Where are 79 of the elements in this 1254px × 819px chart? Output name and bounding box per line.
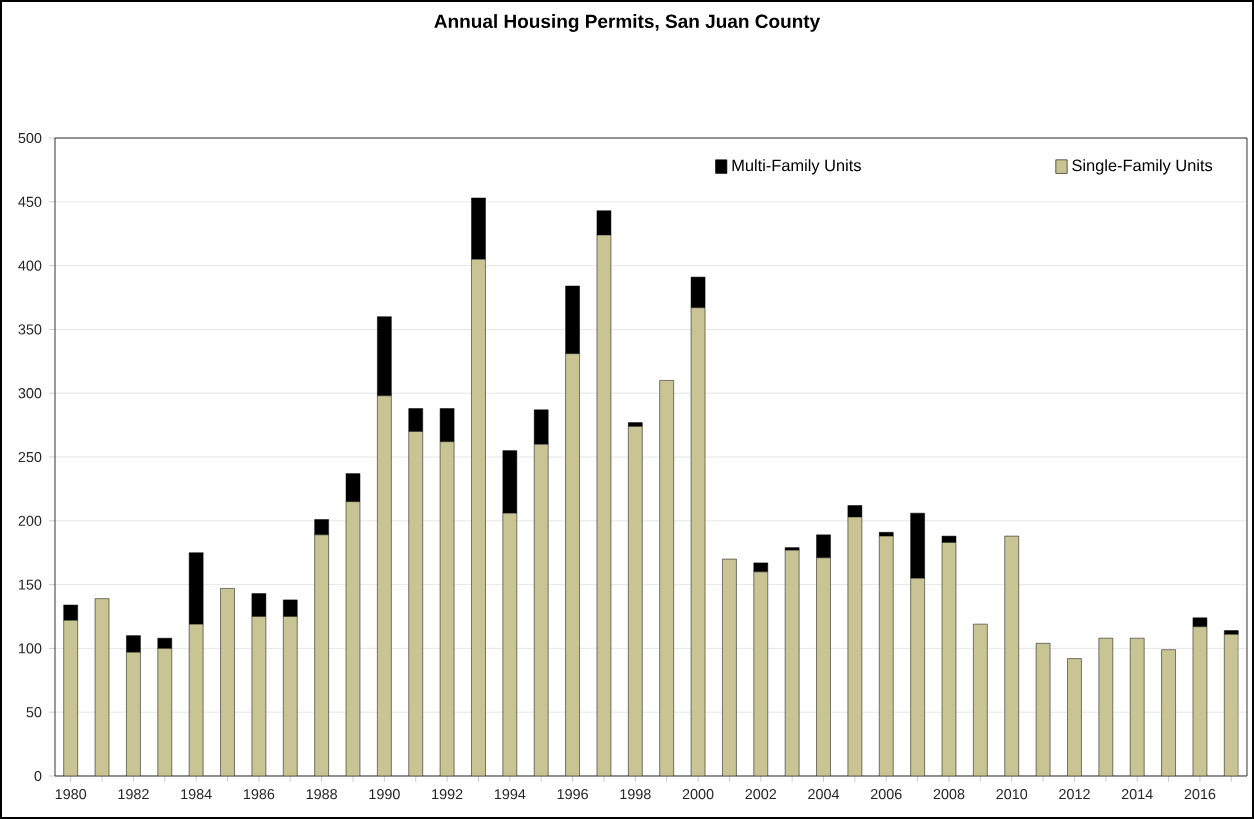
- bar: [910, 577, 925, 776]
- bar: [283, 616, 298, 776]
- y-tick-label: 450: [18, 196, 42, 207]
- legend-label: Multi-Family Units: [732, 159, 861, 175]
- bar: [628, 426, 643, 776]
- bar: [408, 408, 423, 432]
- x-tick-label: 2012: [1059, 789, 1090, 800]
- x-tick-label: 1982: [118, 789, 149, 800]
- bar: [502, 512, 518, 776]
- y-tick-label: 250: [18, 451, 42, 463]
- y-tick-label: 200: [18, 515, 42, 526]
- x-tick-label: 1980: [55, 789, 87, 800]
- x-tick-label: 2002: [745, 789, 777, 800]
- x-tick-label: 1986: [243, 789, 275, 800]
- bar: [408, 431, 423, 776]
- bar: [722, 558, 737, 776]
- bar: [1129, 637, 1145, 776]
- y-tick-label: 100: [19, 643, 42, 654]
- x-tick-label: 1990: [369, 789, 400, 800]
- bar: [753, 571, 769, 776]
- bar: [910, 512, 925, 579]
- x-tick-label: 2010: [996, 789, 1028, 800]
- legend-label: Single-Family Units: [1072, 159, 1213, 175]
- bar: [126, 635, 141, 653]
- y-tick-label: 300: [18, 388, 42, 399]
- x-tick-label: 1998: [620, 789, 651, 800]
- y-tick-label: 150: [19, 579, 42, 590]
- bar: [1067, 658, 1082, 776]
- bar: [471, 258, 486, 776]
- x-tick-label: 1994: [494, 789, 526, 800]
- bar: [502, 450, 518, 514]
- bar: [1224, 634, 1239, 776]
- x-tick-label: 2014: [1121, 789, 1153, 800]
- bar: [220, 588, 235, 776]
- x-tick-label: 1992: [432, 789, 463, 800]
- x-tick-label: 1996: [557, 789, 588, 800]
- y-tick-label: 0: [34, 770, 42, 782]
- bar: [314, 519, 329, 536]
- bar: [188, 552, 204, 625]
- bar: [533, 409, 549, 445]
- bar: [126, 651, 141, 776]
- bar: [439, 408, 455, 442]
- y-tick-label: 500: [18, 132, 42, 144]
- bar: [283, 599, 298, 617]
- x-tick-label: 2004: [808, 789, 840, 800]
- bar: [659, 380, 674, 776]
- x-tick-label: 2000: [682, 789, 714, 800]
- bar: [690, 276, 706, 308]
- bar: [157, 637, 173, 649]
- x-tick-label: 1984: [181, 789, 212, 800]
- bar: [1098, 637, 1114, 776]
- bar: [1161, 649, 1176, 776]
- bar: [784, 549, 800, 776]
- x-tick-label: 1988: [306, 789, 337, 800]
- bar: [973, 623, 988, 776]
- bar: [879, 535, 894, 776]
- chart-title: Annual Housing Permits, San Juan County: [434, 14, 821, 32]
- bar: [816, 557, 831, 776]
- bar: [565, 285, 580, 354]
- bar: [314, 534, 329, 776]
- x-tick-label: 2016: [1184, 789, 1216, 800]
- bar: [816, 534, 831, 559]
- bar: [1004, 535, 1019, 776]
- y-tick-label: 350: [18, 324, 42, 335]
- bar: [377, 316, 392, 397]
- x-tick-label: 2006: [870, 789, 902, 800]
- bar: [628, 422, 643, 427]
- bar: [565, 353, 580, 776]
- bar: [377, 395, 392, 776]
- bar: [251, 593, 267, 617]
- bar: [188, 623, 204, 776]
- y-tick-label: 400: [18, 260, 42, 271]
- bar: [63, 620, 78, 776]
- bar: [345, 473, 361, 502]
- bar: [157, 648, 173, 776]
- bar: [847, 505, 863, 518]
- y-tick-label: 50: [26, 707, 42, 718]
- bar: [533, 444, 549, 776]
- x-tick-label: 2008: [933, 789, 965, 800]
